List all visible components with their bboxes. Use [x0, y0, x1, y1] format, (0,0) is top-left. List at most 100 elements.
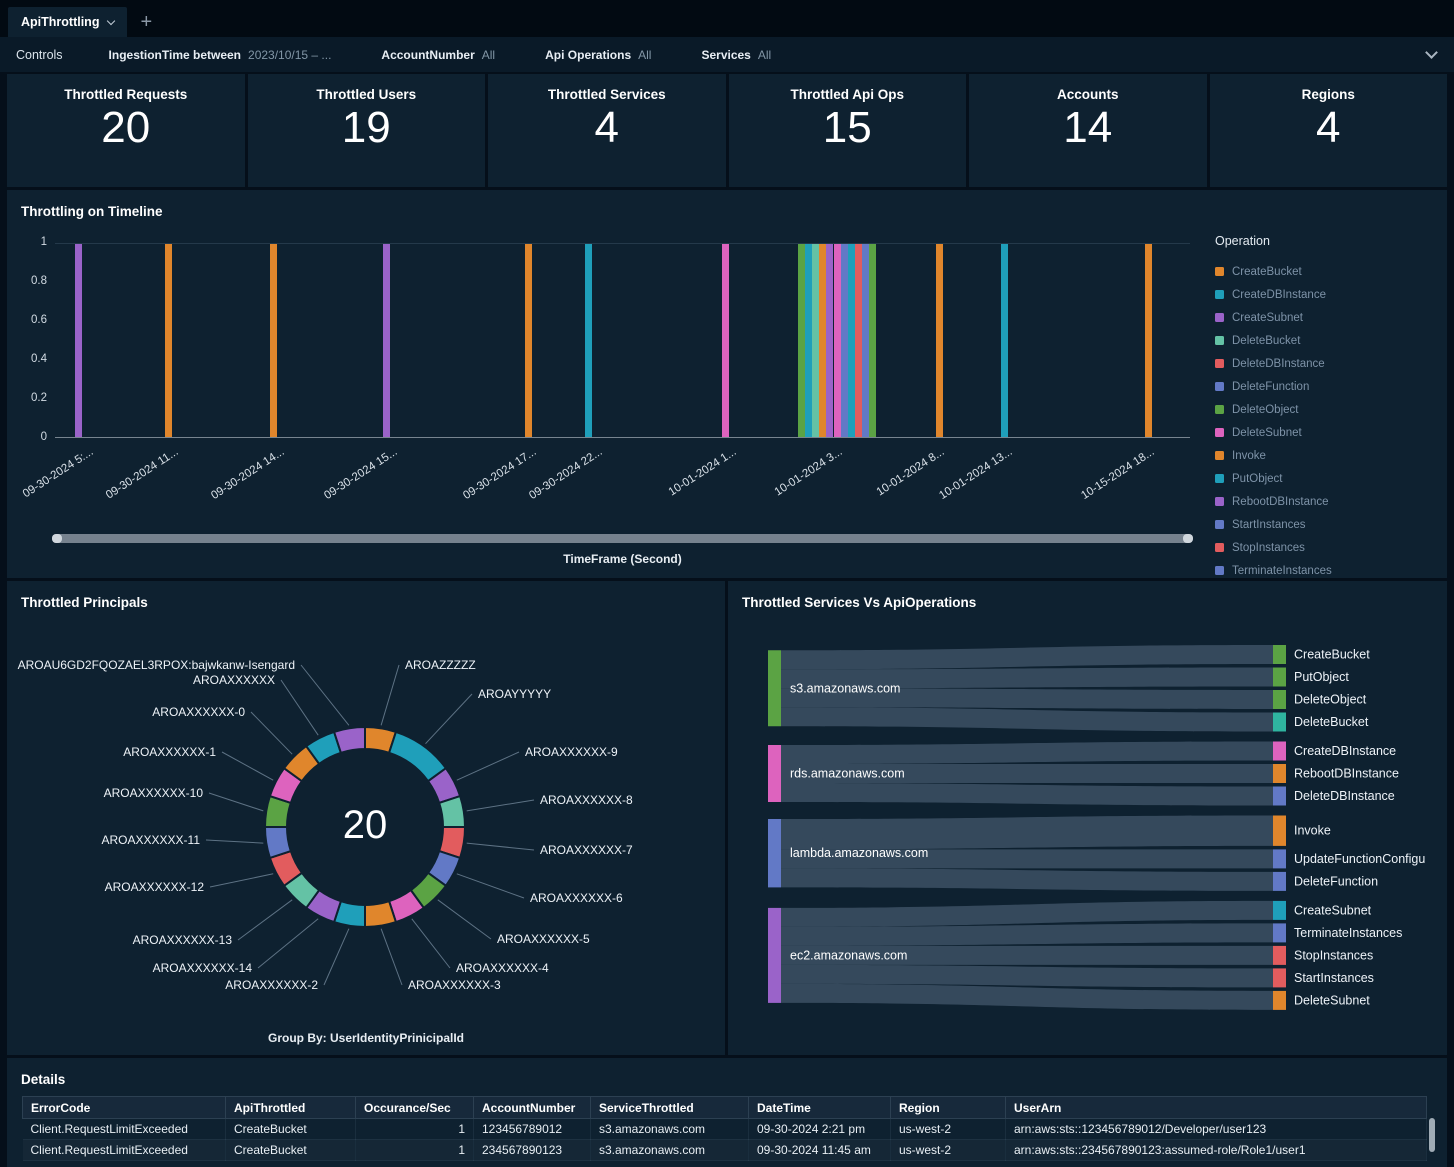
column-header-occurance-sec[interactable]: Occurance/Sec [355, 1096, 474, 1119]
sankey-source-node[interactable] [768, 745, 781, 802]
column-header-errorcode[interactable]: ErrorCode [22, 1096, 226, 1119]
sankey-source-node[interactable] [768, 907, 781, 1003]
kpi-card-regions: Regions 4 [1209, 74, 1447, 187]
controls-bar: Controls IngestionTime between 2023/10/15… [0, 37, 1454, 72]
scrollbar-left-handle[interactable] [52, 534, 62, 543]
column-header-region[interactable]: Region [890, 1096, 1006, 1119]
sankey-source-node[interactable] [768, 819, 781, 888]
sankey-link[interactable] [781, 667, 1273, 689]
sankey-target-label: DeleteObject [1294, 693, 1367, 707]
legend-item-startinstances[interactable]: StartInstances [1215, 513, 1443, 536]
column-header-apithrottled[interactable]: ApiThrottled [225, 1096, 356, 1119]
timeline-bar-rebootdbinstance[interactable] [826, 244, 834, 437]
column-header-datetime[interactable]: DateTime [748, 1096, 891, 1119]
scrollbar-right-handle[interactable] [1183, 534, 1193, 543]
sankey-link[interactable] [781, 868, 1273, 891]
sankey-target-node[interactable] [1273, 786, 1286, 806]
sankey-link[interactable] [781, 849, 1273, 869]
y-axis-label: 0.4 [31, 353, 47, 365]
legend-swatch [1215, 566, 1224, 575]
sankey-link[interactable] [781, 900, 1273, 927]
donut-segment[interactable] [364, 899, 398, 929]
legend-item-createsubnet[interactable]: CreateSubnet [1215, 306, 1443, 329]
timeline-bar-createbucket[interactable] [1144, 244, 1152, 437]
sankey-target-node[interactable] [1273, 690, 1286, 709]
sankey-link[interactable] [781, 964, 1273, 988]
timeline-bar-deleteobject[interactable] [868, 244, 876, 437]
sankey-link[interactable] [781, 688, 1273, 709]
sankey-target-node[interactable] [1273, 990, 1286, 1010]
table-cell: us-west-2 [890, 1118, 1006, 1140]
sankey-target-node[interactable] [1273, 871, 1286, 891]
collapse-controls-icon[interactable] [1425, 46, 1438, 59]
timeline-bar-putobject[interactable] [847, 244, 855, 437]
sankey-link[interactable] [781, 983, 1273, 1010]
sankey-source-node[interactable] [768, 650, 781, 727]
legend-item-invoke[interactable]: Invoke [1215, 444, 1443, 467]
timeline-bar-createbucket[interactable] [165, 244, 173, 437]
sankey-link[interactable] [781, 923, 1273, 946]
legend-item-deletesubnet[interactable]: DeleteSubnet [1215, 421, 1443, 444]
timeline-bar-invoke[interactable] [819, 244, 827, 437]
sankey-link[interactable] [781, 815, 1273, 850]
sankey-target-node[interactable] [1273, 945, 1286, 965]
donut-segment[interactable] [332, 725, 366, 755]
tab-apithrottling[interactable]: ApiThrottling [8, 7, 128, 37]
timeline-bar-createdbinstance[interactable] [805, 244, 813, 437]
filter-services[interactable]: Services All [701, 48, 771, 62]
timeline-scrollbar[interactable] [52, 534, 1193, 543]
timeline-bar-deletesubnet[interactable] [722, 244, 730, 437]
legend-item-deletefunction[interactable]: DeleteFunction [1215, 375, 1443, 398]
sankey-link[interactable] [781, 741, 1273, 765]
legend-item-stopinstances[interactable]: StopInstances [1215, 536, 1443, 559]
sankey-link[interactable] [781, 764, 1273, 783]
sankey-target-node[interactable] [1273, 815, 1286, 846]
sankey-target-node[interactable] [1273, 764, 1286, 783]
table-cell: Client.RequestLimitExceeded [22, 1118, 226, 1140]
x-axis-label: 09-30-2024 14... [208, 446, 287, 503]
column-header-accountnumber[interactable]: AccountNumber [473, 1096, 591, 1119]
add-tab-button[interactable]: + [140, 11, 153, 33]
timeline-bar-deleteobject[interactable] [798, 244, 805, 437]
details-scrollbar[interactable] [1429, 1118, 1435, 1152]
donut-label: AROAXXXXXX-10 [104, 786, 204, 800]
sankey-target-node[interactable] [1273, 667, 1286, 687]
timeline-bar-createbucket[interactable] [935, 244, 943, 437]
filter-api-operations[interactable]: Api Operations All [545, 48, 651, 62]
sankey-target-node[interactable] [1273, 968, 1286, 988]
timeline-bar-deletefunction[interactable] [861, 244, 869, 437]
sankey-target-node[interactable] [1273, 645, 1286, 664]
sankey-target-node[interactable] [1273, 923, 1286, 943]
filter-accountnumber[interactable]: AccountNumber All [381, 48, 495, 62]
sankey-link[interactable] [781, 945, 1273, 965]
sankey-target-node[interactable] [1273, 900, 1286, 920]
sankey-link[interactable] [781, 645, 1273, 670]
legend-item-rebootdbinstance[interactable]: RebootDBInstance [1215, 490, 1443, 513]
legend-item-createbucket[interactable]: CreateBucket [1215, 260, 1443, 283]
legend-item-terminateinstances[interactable]: TerminateInstances [1215, 559, 1443, 582]
timeline-bar-stopinstances[interactable] [854, 244, 862, 437]
legend-item-deletedbinstance[interactable]: DeleteDBInstance [1215, 352, 1443, 375]
timeline-bar-startinstances[interactable] [840, 244, 848, 437]
sankey-target-node[interactable] [1273, 849, 1286, 869]
legend-item-putobject[interactable]: PutObject [1215, 467, 1443, 490]
legend-item-deleteobject[interactable]: DeleteObject [1215, 398, 1443, 421]
legend-item-deletebucket[interactable]: DeleteBucket [1215, 329, 1443, 352]
sankey-link[interactable] [781, 707, 1273, 732]
timeline-bar-createdbinstance[interactable] [1000, 244, 1008, 437]
timeline-bar-createdbinstance[interactable] [585, 244, 592, 437]
sankey-link[interactable] [781, 783, 1273, 806]
column-header-servicethrottled[interactable]: ServiceThrottled [590, 1096, 749, 1119]
legend-item-createdbinstance[interactable]: CreateDBInstance [1215, 283, 1443, 306]
sankey-target-node[interactable] [1273, 712, 1286, 732]
filter-ingestiontime-between[interactable]: IngestionTime between 2023/10/15 – ... [109, 48, 332, 62]
timeline-bar-createbucket[interactable] [269, 244, 277, 437]
timeline-bar-deletesubnet[interactable] [833, 244, 841, 437]
table-cell: 234567890123 [473, 1139, 591, 1161]
timeline-bar-createsubnet[interactable] [383, 244, 390, 437]
sankey-target-node[interactable] [1273, 741, 1286, 761]
timeline-bar-createsubnet[interactable] [75, 244, 83, 437]
timeline-bar-deletebucket[interactable] [812, 244, 820, 437]
timeline-bar-createbucket[interactable] [524, 244, 532, 437]
column-header-userarn[interactable]: UserArn [1005, 1096, 1427, 1119]
